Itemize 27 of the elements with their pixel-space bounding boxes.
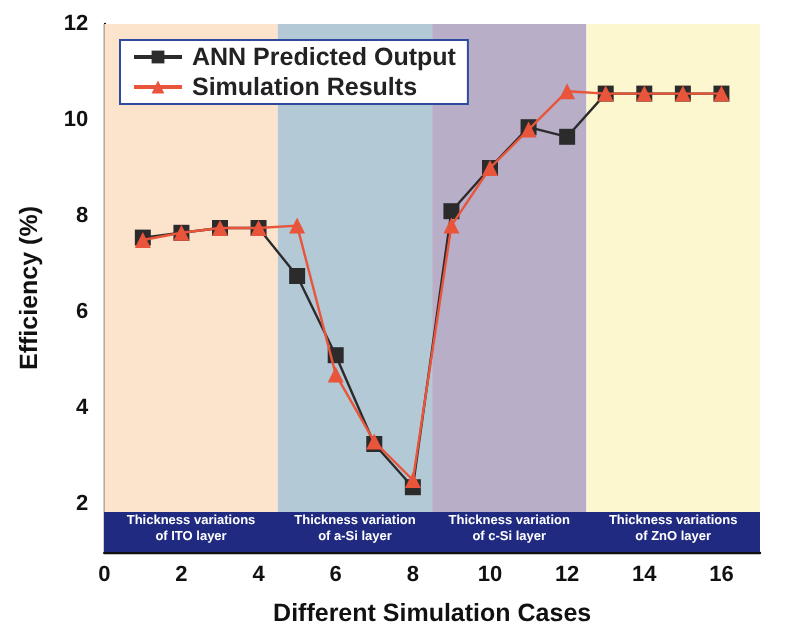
- point: [443, 203, 460, 220]
- x-tick-label: 16: [709, 563, 734, 587]
- y-axis-title: Efficiency (%): [15, 206, 43, 370]
- legend-label: ANN Predicted Output: [192, 43, 458, 71]
- x-tick-label: 8: [406, 563, 419, 587]
- y-tick-label: 12: [63, 12, 89, 36]
- point: [443, 217, 460, 234]
- y-tick-label: 4: [76, 396, 91, 420]
- x-tick-label: 0: [98, 563, 111, 587]
- x-tick-label: 10: [477, 563, 503, 587]
- x-tick-label: 6: [329, 563, 342, 587]
- y-tick-label: 8: [76, 204, 89, 228]
- point: [289, 217, 306, 234]
- legend-label: Simulation Results: [192, 73, 418, 101]
- point: [327, 366, 344, 383]
- y-tick-label: 10: [63, 108, 89, 132]
- point: [559, 83, 576, 100]
- x-tick-label: 4: [252, 563, 267, 587]
- x-axis-title: Different Simulation Cases: [273, 599, 592, 627]
- point: [559, 128, 576, 145]
- point: [404, 472, 421, 488]
- x-tick-label: 2: [175, 563, 188, 587]
- point: [289, 268, 306, 284]
- y-tick-label: 2: [76, 492, 89, 516]
- y-tick-label: 6: [76, 300, 89, 324]
- x-tick-label: 12: [554, 563, 580, 587]
- x-tick-label: 14: [632, 563, 659, 587]
